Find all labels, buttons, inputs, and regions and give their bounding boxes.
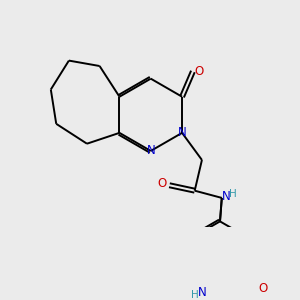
Text: H: H <box>230 189 237 199</box>
Text: N: N <box>178 126 186 140</box>
Text: N: N <box>198 286 207 299</box>
Text: N: N <box>146 144 155 158</box>
Text: H: H <box>191 290 199 300</box>
Text: O: O <box>195 65 204 78</box>
Text: O: O <box>158 177 167 190</box>
Text: N: N <box>222 190 231 203</box>
Text: O: O <box>258 282 267 295</box>
